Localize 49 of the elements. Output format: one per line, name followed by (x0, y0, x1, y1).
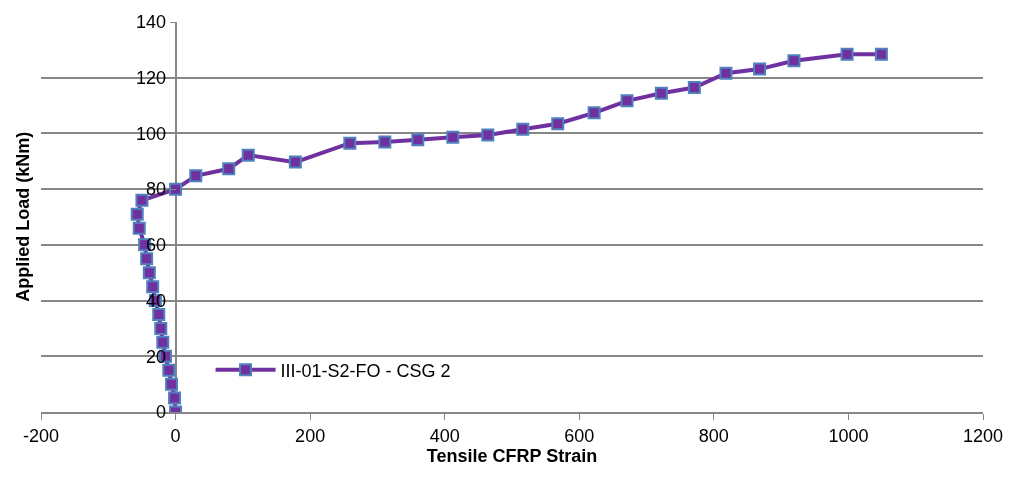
point (481, 128, 495, 142)
y-tick-label: 120 (135, 68, 166, 89)
point (411, 133, 425, 147)
point (787, 54, 801, 68)
point (152, 308, 166, 321)
x-tick-label: 200 (295, 425, 326, 446)
x-tick-label: 1000 (828, 425, 869, 446)
point (222, 162, 236, 176)
x-tick-label: 0 (170, 425, 181, 446)
point (189, 169, 203, 183)
point (168, 391, 182, 405)
point (687, 80, 701, 94)
y-tick-label: 140 (135, 12, 166, 33)
point (288, 155, 302, 169)
point (132, 221, 146, 235)
x-tick-label: -200 (22, 425, 60, 446)
point (551, 117, 565, 131)
point (719, 66, 733, 80)
point (130, 207, 144, 221)
point (516, 122, 530, 136)
point (162, 363, 176, 377)
y-tick-label: 40 (145, 290, 166, 311)
y-axis-title: Applied Load (kNm) (12, 131, 33, 302)
point (135, 193, 149, 207)
x-tick-label: 1200 (962, 425, 1004, 446)
point (840, 47, 854, 61)
point (753, 62, 767, 76)
legend-label: III-01-S2-FO - CSG 2 (280, 360, 451, 381)
x-axis-title: Tensile CFRP Strain (426, 445, 598, 466)
point (142, 266, 156, 280)
point (620, 94, 634, 108)
point (446, 130, 460, 144)
point (587, 106, 601, 120)
point (156, 335, 170, 349)
x-tick-label: 400 (429, 425, 460, 446)
point (241, 148, 255, 162)
point (140, 252, 154, 266)
x-tick-label: 600 (564, 425, 595, 446)
point (146, 280, 160, 294)
x-tick-label: 800 (698, 425, 729, 446)
point (154, 321, 168, 335)
point (343, 136, 357, 150)
point (654, 86, 668, 100)
point (378, 135, 392, 149)
y-tick-label: 0 (155, 402, 166, 423)
point (169, 182, 183, 196)
point (874, 47, 888, 61)
point (165, 377, 179, 391)
y-tick-label: 100 (135, 123, 166, 144)
